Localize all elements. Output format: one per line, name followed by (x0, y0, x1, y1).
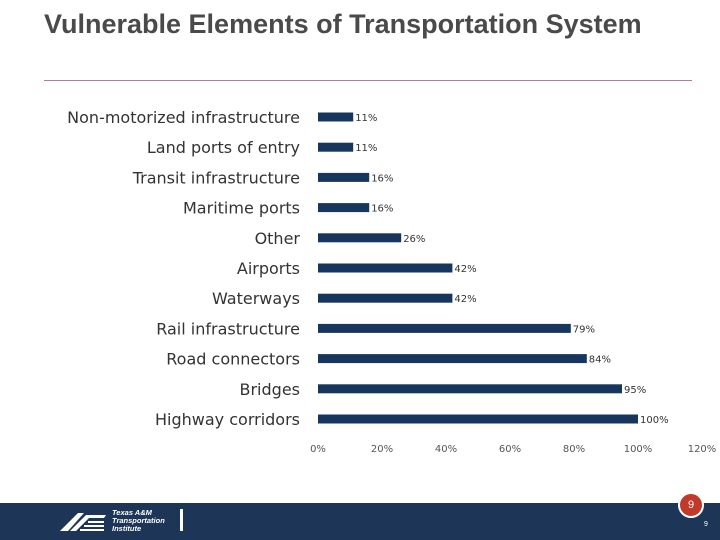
category-label: Transit infrastructure (132, 168, 300, 187)
x-tick-label: 40% (435, 444, 457, 455)
tti-logo-icon (60, 513, 106, 531)
category-label: Maritime ports (183, 199, 300, 218)
value-label: 42% (454, 264, 476, 275)
bar-chart: Non-motorized infrastructure 11% Land port… (67, 108, 716, 455)
category-label: Road connectors (166, 350, 300, 369)
category-label: Non-motorized infrastructure (67, 108, 300, 127)
bar (318, 414, 638, 424)
value-label: 16% (371, 173, 393, 184)
category-label: Highway corridors (155, 410, 300, 429)
slide-title: Vulnerable Elements of Transportation Sy… (44, 9, 642, 39)
value-label: 84% (589, 355, 611, 366)
bar (318, 293, 453, 303)
value-label: 79% (573, 324, 595, 335)
category-label: Other (255, 229, 301, 248)
logo-line-2: Transportation (112, 516, 165, 525)
bar (318, 263, 453, 273)
bar (318, 112, 354, 122)
bar (318, 142, 354, 152)
value-label: 95% (624, 385, 646, 396)
bars-layer: Non-motorized infrastructure 11% Land port… (67, 108, 716, 455)
bar (318, 384, 622, 394)
value-label: 100% (640, 415, 669, 426)
value-label: 42% (454, 294, 476, 305)
logo-divider (180, 509, 183, 531)
tti-logo-text: Texas A&M Transportation Institute (112, 509, 165, 533)
x-tick-label: 100% (624, 444, 653, 455)
x-tick-label: 80% (563, 444, 585, 455)
value-label: 11% (355, 143, 377, 154)
value-label: 16% (371, 204, 393, 215)
category-label: Bridges (240, 380, 301, 399)
x-tick-label: 0% (310, 444, 326, 455)
page-number-small: 9 (704, 521, 708, 528)
bar (318, 354, 587, 364)
x-tick-label: 20% (371, 444, 393, 455)
bar (318, 323, 571, 333)
footer-bar (0, 503, 720, 540)
title-divider (44, 80, 692, 81)
tti-logo: Texas A&M Transportation Institute (58, 506, 188, 536)
value-label: 26% (403, 234, 425, 245)
bar (318, 233, 402, 243)
logo-line-3: Institute (112, 524, 142, 533)
x-tick-label: 60% (499, 444, 521, 455)
logo-line-1: Texas A&M (112, 508, 152, 517)
category-label: Land ports of entry (147, 138, 300, 157)
bar (318, 172, 370, 182)
category-label: Airports (237, 259, 300, 278)
page-number-badge: 9 (678, 492, 704, 518)
category-label: Waterways (212, 289, 300, 308)
bar (318, 203, 370, 213)
category-label: Rail infrastructure (156, 319, 300, 338)
value-label: 11% (355, 113, 377, 124)
x-tick-label: 120% (688, 444, 717, 455)
